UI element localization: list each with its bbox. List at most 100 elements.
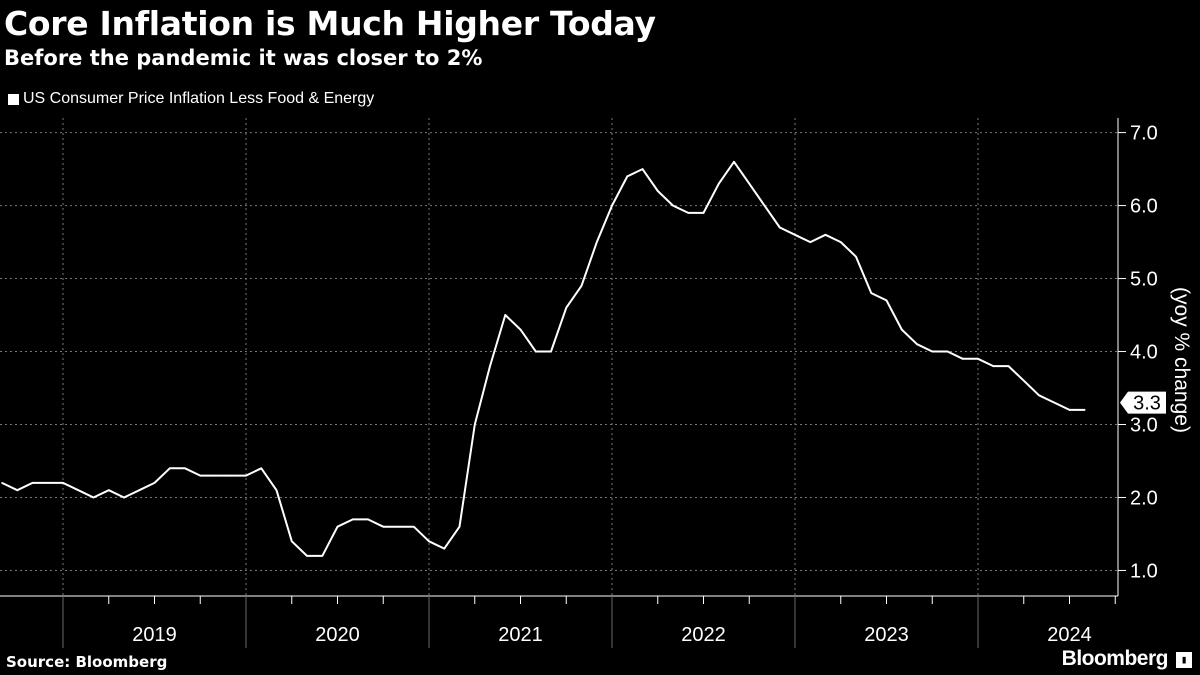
data-point: [46, 482, 49, 484]
data-point: [92, 496, 95, 499]
data-point: [626, 175, 629, 178]
data-point: [1022, 379, 1025, 382]
data-point: [946, 350, 949, 353]
data-point: [107, 489, 110, 491]
grid-lines: [0, 118, 1118, 596]
data-point: [916, 343, 918, 346]
data-point: [62, 482, 64, 484]
data-point: [1053, 401, 1056, 404]
series-layer: [1, 160, 1086, 557]
data-point: [519, 328, 522, 331]
data-point: [260, 467, 263, 470]
data-point: [214, 474, 217, 477]
data-point: [351, 518, 354, 521]
data-point: [839, 241, 842, 243]
data-point: [245, 474, 247, 477]
data-point: [656, 190, 659, 192]
data-point: [412, 525, 415, 528]
source-note: Source: Bloomberg: [6, 653, 168, 671]
data-point: [580, 285, 583, 287]
data-point: [534, 350, 537, 353]
y-tick-label: 7.0: [1130, 123, 1158, 145]
data-point: [77, 489, 80, 491]
data-point: [168, 467, 171, 470]
data-point: [1, 482, 3, 484]
data-point: [595, 241, 598, 243]
chart-subtitle: Before the pandemic it was closer to 2%: [4, 46, 483, 70]
data-point: [641, 168, 644, 170]
data-point: [824, 233, 827, 236]
data-point: [611, 204, 613, 207]
x-tick-label: 2021: [498, 624, 543, 646]
data-point: [229, 474, 232, 477]
data-point: [733, 160, 735, 163]
data-point: [458, 525, 461, 528]
data-point: [138, 489, 141, 491]
data-point: [763, 204, 766, 207]
y-tick-label: 4.0: [1130, 342, 1158, 364]
data-point: [16, 489, 19, 491]
last-value-label: 3.3: [1133, 393, 1161, 415]
data-point: [1007, 365, 1010, 367]
x-tick-label: 2020: [315, 624, 360, 646]
data-point: [443, 547, 446, 550]
data-point: [855, 255, 857, 258]
data-point: [550, 350, 552, 353]
data-point: [794, 233, 796, 236]
legend-swatch: [8, 93, 19, 105]
data-point: [900, 328, 903, 331]
data-point: [336, 525, 339, 528]
legend-label: US Consumer Price Inflation Less Food & …: [23, 90, 375, 107]
data-point: [931, 350, 934, 353]
data-point: [961, 358, 964, 360]
x-tick-label: 2019: [132, 624, 177, 646]
data-point: [1068, 409, 1071, 411]
data-point: [870, 292, 873, 294]
data-point: [565, 306, 568, 309]
x-tick-label: 2024: [1047, 624, 1092, 646]
y-tick-label: 6.0: [1130, 196, 1158, 218]
data-point: [382, 525, 385, 528]
data-point: [31, 482, 34, 484]
x-tick-label: 2023: [864, 624, 909, 646]
y-tick-label: 5.0: [1130, 269, 1158, 291]
data-point: [489, 365, 491, 367]
data-point: [397, 525, 400, 528]
x-tick-label: 2022: [681, 624, 726, 646]
data-point: [473, 423, 476, 426]
data-point: [275, 489, 278, 491]
axes: [0, 118, 1126, 648]
legend: US Consumer Price Inflation Less Food & …: [8, 90, 374, 108]
data-point: [321, 555, 324, 557]
y-axis-label: (yoy % change): [1170, 287, 1193, 433]
data-point: [1038, 394, 1040, 397]
y-tick-label: 2.0: [1130, 487, 1158, 509]
series-line: [1, 160, 1085, 557]
data-point: [977, 358, 979, 360]
data-point: [290, 540, 293, 543]
data-point: [992, 365, 995, 367]
data-point: [199, 474, 202, 477]
data-point: [809, 241, 812, 243]
brand-logo: Bloomberg: [1061, 647, 1169, 670]
data-point: [702, 212, 705, 214]
data-point: [687, 212, 690, 214]
data-point: [778, 226, 781, 229]
data-point: [306, 555, 308, 557]
data-point: [367, 518, 369, 521]
data-point: [717, 182, 720, 185]
data-point: [885, 299, 888, 302]
data-point: [153, 482, 156, 484]
chart-title: Core Inflation is Much Higher Today: [4, 4, 656, 43]
bloomberg-terminal-icon: ▮: [1176, 652, 1192, 668]
last-value-tag: [1120, 391, 1166, 414]
data-point: [1083, 409, 1086, 411]
tick-labels: 1.0 2.0 3.0 4.0 5.0 6.0 7.0 2019 2020 2021 2022 202…: [132, 123, 1166, 646]
y-tick-label: 1.0: [1130, 560, 1158, 582]
data-point: [748, 182, 751, 185]
data-point: [184, 467, 186, 470]
data-point: [123, 496, 125, 499]
data-point: [672, 204, 674, 207]
data-point: [428, 540, 430, 543]
